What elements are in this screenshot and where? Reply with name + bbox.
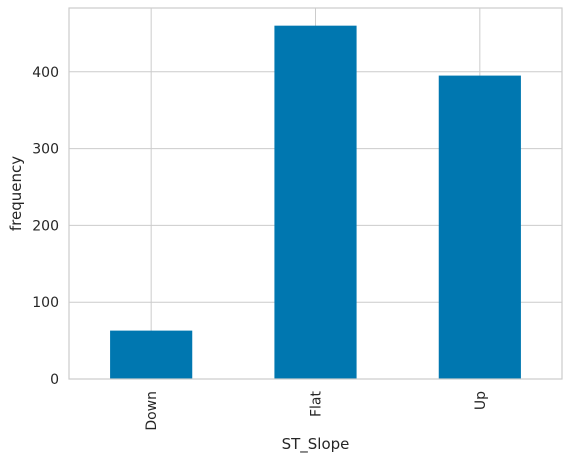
x-tick-label: Up — [473, 391, 489, 410]
y-axis-label: frequency — [7, 156, 25, 231]
x-axis-label: ST_Slope — [282, 435, 350, 454]
y-tick-label: 100 — [32, 295, 59, 311]
bar-down — [110, 330, 193, 379]
x-tick-label: Flat — [309, 390, 325, 417]
y-axis-ticks: 0 100 200 300 400 — [32, 65, 59, 388]
x-axis-ticks: Down Flat Up — [144, 390, 489, 430]
bars — [110, 25, 521, 380]
y-tick-label: 300 — [32, 142, 59, 158]
bar-up — [438, 75, 521, 379]
y-tick-label: 200 — [32, 218, 59, 234]
plot-frame — [68, 7, 563, 380]
y-tick-label: 0 — [50, 372, 59, 388]
x-tick-label: Down — [144, 391, 160, 431]
y-tick-label: 400 — [32, 65, 59, 81]
bar-flat — [274, 25, 357, 380]
